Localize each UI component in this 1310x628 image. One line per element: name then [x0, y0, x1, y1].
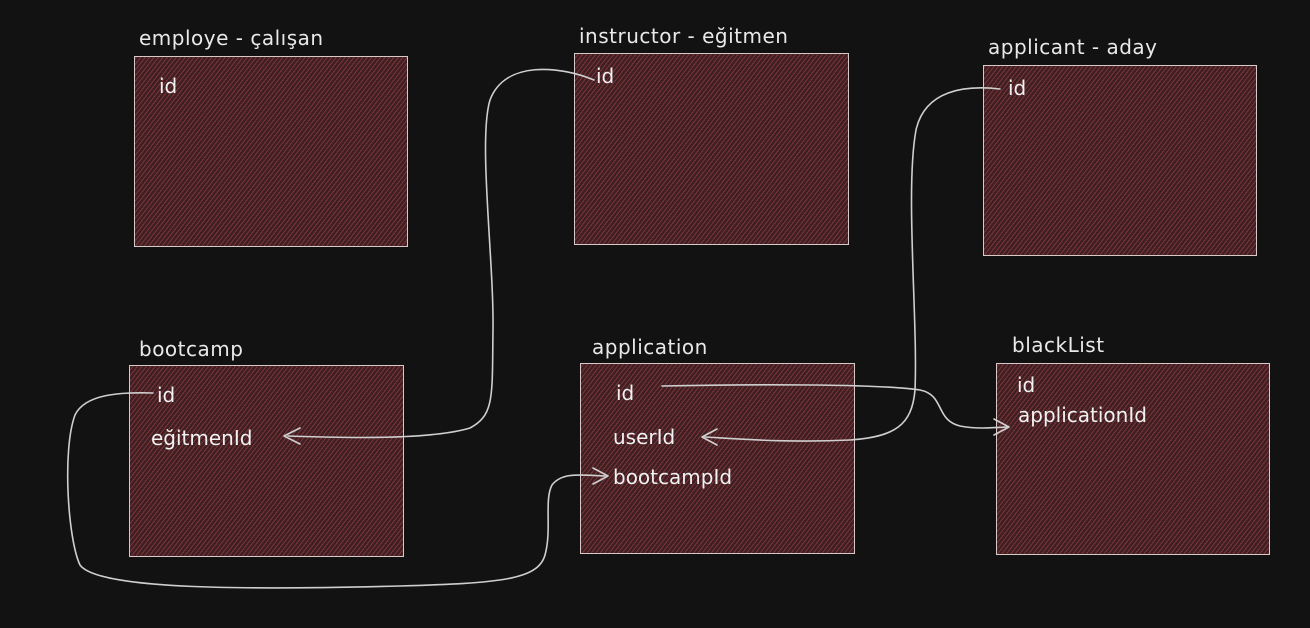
instructor-field-id: id	[596, 64, 615, 88]
application-field-userid: userId	[613, 425, 676, 449]
blacklist-title: blackList	[1012, 333, 1105, 357]
employee-title: employe - çalışan	[139, 26, 324, 50]
applicant-entity-box[interactable]	[983, 65, 1257, 256]
employee-field-id: id	[159, 74, 178, 98]
instructor-title: instructor - eğitmen	[579, 24, 789, 48]
application-field-bootcampid: bootcampId	[613, 465, 733, 489]
instructor-entity-box[interactable]	[574, 53, 849, 245]
blacklist-entity-box[interactable]	[996, 363, 1270, 555]
bootcamp-title: bootcamp	[139, 337, 244, 361]
applicant-title: applicant - aday	[988, 35, 1158, 59]
applicant-field-id: id	[1008, 76, 1027, 100]
bootcamp-field-egitmenid: eğitmenId	[151, 426, 253, 450]
application-title: application	[592, 335, 708, 359]
bootcamp-field-id: id	[157, 383, 176, 407]
blacklist-field-id: id	[1017, 373, 1036, 397]
blacklist-field-applicationid: applicationId	[1018, 403, 1147, 427]
application-field-id: id	[616, 381, 635, 405]
